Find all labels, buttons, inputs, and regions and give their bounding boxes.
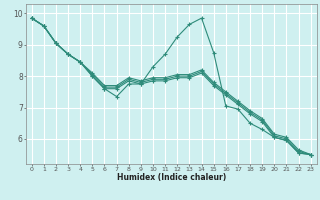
X-axis label: Humidex (Indice chaleur): Humidex (Indice chaleur) — [116, 173, 226, 182]
